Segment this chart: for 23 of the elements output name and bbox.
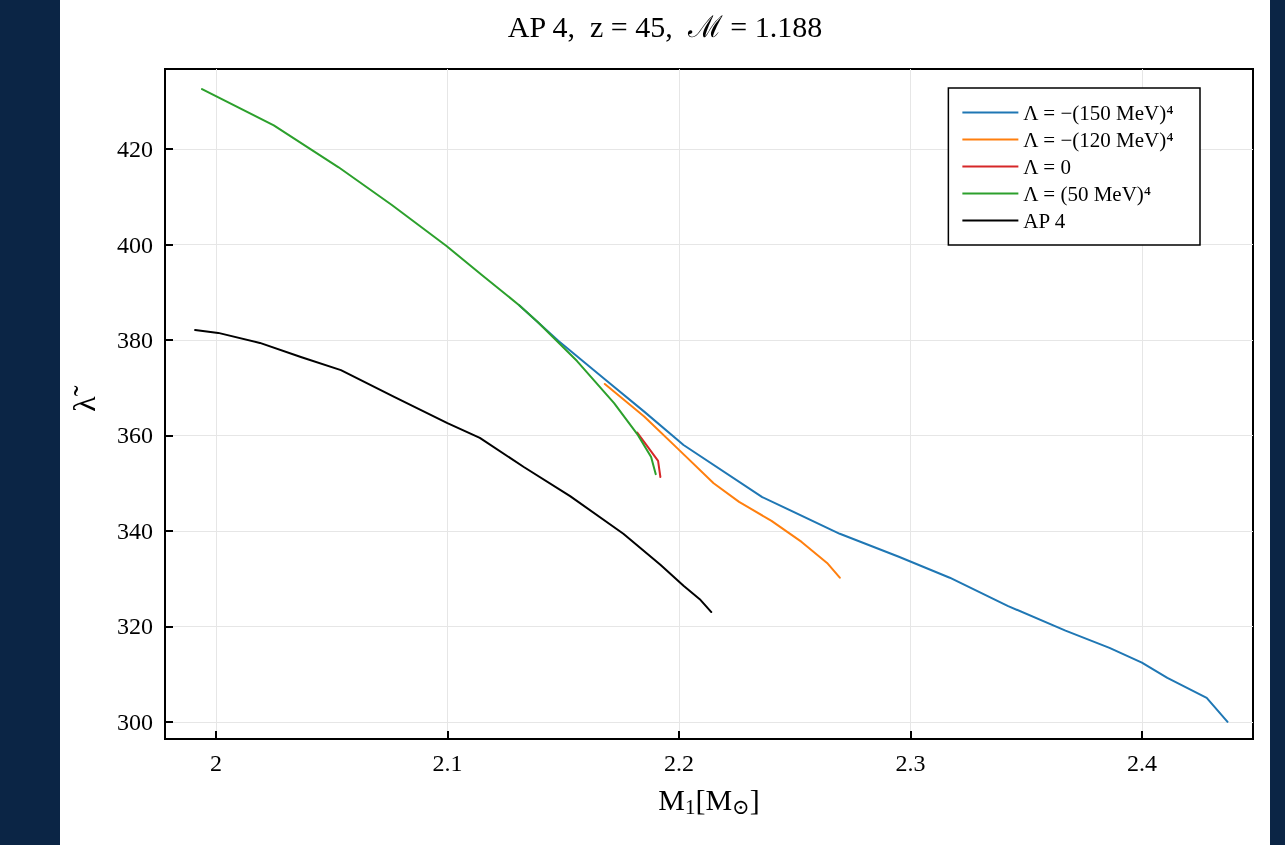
y-axis-title: λ̃ — [66, 385, 102, 412]
y-tick-label: 300 — [117, 708, 153, 735]
y-tick-label: 360 — [117, 422, 153, 449]
y-tick-label: 400 — [117, 231, 153, 258]
x-tick-label: 2.4 — [1126, 750, 1157, 776]
y-tick-label: 340 — [117, 517, 153, 544]
x-tick-label: 2.1 — [432, 750, 463, 776]
chart-title: AP 4, z = 45, ℳ = 1.188 — [507, 9, 823, 43]
line-series — [636, 431, 662, 479]
legend-label: Λ = 0 — [1023, 154, 1071, 179]
x-tick-label: 2.3 — [895, 750, 926, 776]
x-tick-label: 2.2 — [663, 750, 694, 776]
legend-label: Λ = −(120 MeV)⁴ — [1023, 127, 1174, 152]
y-tick-label: 320 — [117, 613, 153, 640]
y-tick-label: 380 — [117, 327, 153, 354]
line-series — [194, 329, 713, 614]
line-series — [603, 382, 841, 579]
legend-label: AP 4 — [1023, 208, 1066, 233]
x-tick-label: 2 — [209, 750, 222, 776]
y-tick-label: 420 — [117, 136, 153, 163]
legend-label: Λ = (50 MeV)⁴ — [1023, 181, 1152, 206]
legend-label: Λ = −(150 MeV)⁴ — [1023, 100, 1174, 125]
line-series — [201, 88, 657, 476]
